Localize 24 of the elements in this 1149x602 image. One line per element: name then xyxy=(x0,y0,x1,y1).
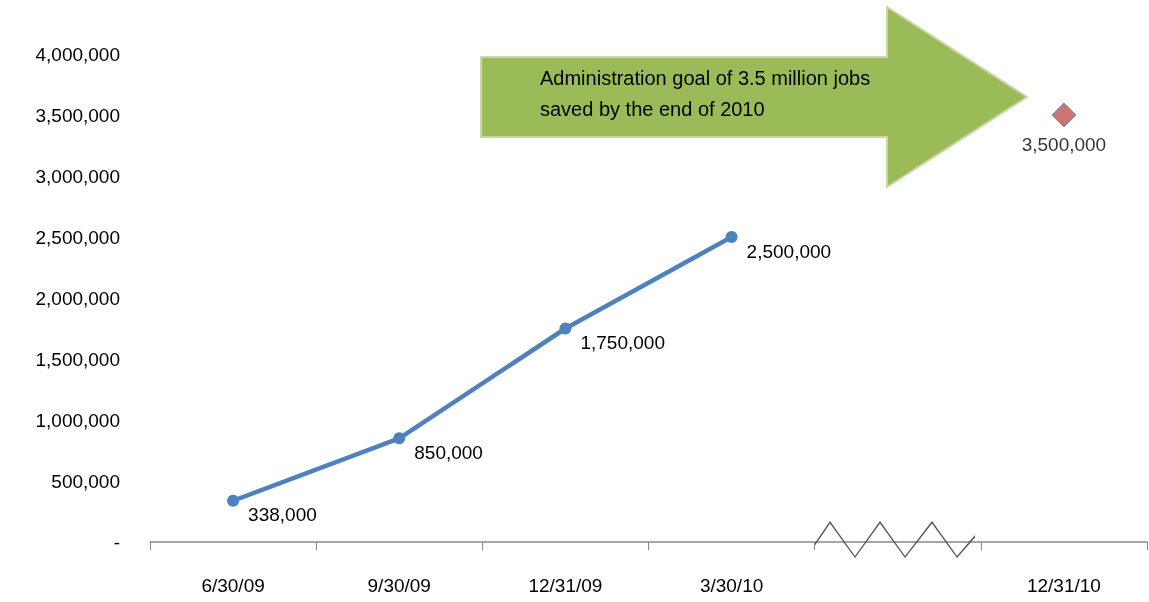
y-tick-label: 500,000 xyxy=(51,470,120,492)
point xyxy=(393,432,406,445)
x-tick-label: 6/30/09 xyxy=(201,575,265,596)
y-tick-label: 1,000,000 xyxy=(35,409,120,431)
annotation: Administration goal of 3.5 million jobs saved by the end of 2010 xyxy=(540,66,876,120)
x-tick-label: 9/30/09 xyxy=(367,575,431,596)
point xyxy=(559,322,572,335)
data-label: 1,750,000 xyxy=(580,332,665,353)
y-tick-label: 2,500,000 xyxy=(35,226,120,248)
data-label: 2,500,000 xyxy=(746,240,832,262)
point xyxy=(725,231,738,243)
y-tick-label: 2,000,000 xyxy=(35,287,120,309)
y-tick-label: 4,000,000 xyxy=(35,43,120,65)
y-tick-label: 1,500,000 xyxy=(35,348,120,370)
data-label: 338,000 xyxy=(248,504,317,526)
data-label: 3,500,000 xyxy=(1021,133,1107,155)
x-tick-label: 12/31/09 xyxy=(528,575,603,596)
x-tick-label: 3/30/10 xyxy=(699,575,764,596)
y-tick-label: - xyxy=(113,531,120,553)
data-label: 850,000 xyxy=(414,441,483,463)
y-tick-label: 3,500,000 xyxy=(35,104,120,126)
y-tick-label: 3,000,000 xyxy=(35,165,120,187)
point xyxy=(227,494,240,507)
x-tick-label: 12/31/10 xyxy=(1026,575,1101,596)
